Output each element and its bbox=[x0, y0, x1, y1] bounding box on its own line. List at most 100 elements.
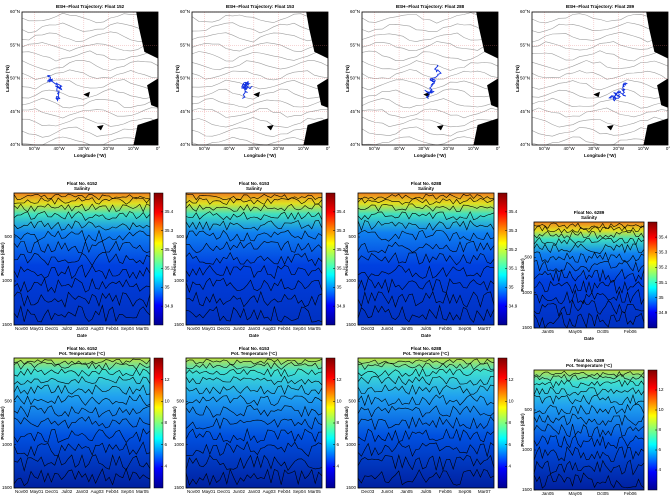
x-tick-label: May05 bbox=[568, 329, 582, 334]
bathymetry-contour bbox=[21, 60, 159, 71]
x-tick-label: 10°W bbox=[638, 146, 650, 151]
contour-line bbox=[185, 454, 323, 472]
bathymetry-contour bbox=[21, 22, 159, 34]
x-tick-label: May01 bbox=[30, 326, 44, 331]
y-tick-label: 60°N bbox=[10, 9, 20, 14]
x-tick-label: Nov00 bbox=[15, 326, 29, 331]
y-tick-label: 1500 bbox=[2, 485, 13, 490]
x-tick-label: Jan03 bbox=[76, 326, 89, 331]
x-tick-label: Jan03 bbox=[248, 326, 261, 331]
y-tick-label: 500 bbox=[524, 255, 532, 260]
contour-line bbox=[185, 203, 323, 212]
x-tick-label: Jul02 bbox=[62, 489, 73, 494]
y-tick-label: 45°N bbox=[180, 109, 190, 114]
contour-line bbox=[533, 434, 645, 450]
land bbox=[317, 78, 328, 108]
axes-frame bbox=[21, 11, 159, 146]
contour-line bbox=[185, 358, 323, 366]
y-tick-label: 500 bbox=[524, 407, 532, 412]
y-tick-label: 1000 bbox=[346, 278, 357, 283]
x-tick-label: Mar05 bbox=[308, 489, 321, 494]
bathymetry-contour bbox=[361, 116, 499, 128]
bathymetry-contour bbox=[531, 50, 669, 62]
chart-title: Float No. 6153 bbox=[239, 346, 270, 351]
chart-title: BSH--Float Trajectory: Float 153 bbox=[226, 4, 295, 9]
x-tick-label: Sep04 bbox=[293, 489, 307, 494]
bathymetry-contour bbox=[361, 69, 499, 80]
x-tick-label: Oct05 bbox=[597, 491, 610, 496]
colorbar-tick-label: 35.2 bbox=[165, 247, 174, 252]
contour-line bbox=[13, 361, 151, 370]
colorbar bbox=[647, 221, 658, 329]
land bbox=[303, 118, 328, 145]
x-tick-label: 30°W bbox=[588, 146, 600, 151]
axes-frame bbox=[361, 11, 499, 146]
contour-line bbox=[185, 252, 323, 267]
bathymetry-contour bbox=[191, 116, 329, 128]
contour-line bbox=[533, 373, 645, 382]
colorbar-tick-label: 8 bbox=[165, 420, 168, 425]
colorbar-tick-label: 6 bbox=[509, 442, 512, 447]
bathymetry-contour bbox=[361, 23, 499, 33]
x-tick-label: Aug03 bbox=[91, 326, 105, 331]
contour-line bbox=[185, 375, 323, 386]
contour-line bbox=[185, 306, 323, 323]
contour-line bbox=[533, 279, 645, 295]
colorbar-tick-label: 10 bbox=[337, 399, 343, 404]
colorbar-tick-label: 6 bbox=[337, 442, 340, 447]
x-tick-label: 0° bbox=[496, 146, 501, 151]
contour-line bbox=[533, 288, 645, 306]
x-tick-label: Mar05 bbox=[136, 489, 149, 494]
x-tick-label: Dec01 bbox=[45, 489, 59, 494]
x-tick-label: 40°W bbox=[394, 146, 406, 151]
bathymetry-contour bbox=[21, 50, 159, 62]
x-tick-label: 10°W bbox=[298, 146, 310, 151]
x-tick-label: Aug03 bbox=[263, 326, 277, 331]
colorbar-tick-label: 6 bbox=[659, 447, 662, 452]
y-tick-label: 500 bbox=[176, 399, 184, 404]
bathymetry-contour bbox=[21, 117, 159, 127]
contour-line bbox=[185, 468, 323, 486]
bathymetry-contour bbox=[191, 22, 329, 34]
y-tick-label: 500 bbox=[348, 399, 356, 404]
contour-line bbox=[533, 379, 645, 389]
x-tick-label: Jan05 bbox=[542, 329, 555, 334]
y-tick-label: 60°N bbox=[180, 9, 190, 14]
contour-line bbox=[533, 268, 645, 283]
x-tick-label: Feb06 bbox=[624, 491, 637, 496]
chart-title: BSH--Float Trajectory: Float 152 bbox=[56, 4, 125, 9]
land bbox=[83, 91, 90, 98]
x-tick-label: Feb06 bbox=[439, 326, 452, 331]
contour-line bbox=[185, 220, 323, 231]
chart-title: Float No. 6152 bbox=[67, 346, 98, 351]
contour-line bbox=[357, 252, 495, 266]
bathymetry-contour bbox=[361, 79, 499, 91]
colorbar-tick-label: 8 bbox=[659, 427, 662, 432]
contour-line bbox=[357, 241, 495, 254]
contour-line bbox=[185, 197, 323, 205]
bathymetry-contour bbox=[191, 41, 329, 53]
contour-line bbox=[13, 252, 151, 267]
axes-frame bbox=[533, 369, 645, 491]
contour-line bbox=[13, 291, 151, 308]
contour-line bbox=[185, 384, 323, 396]
colorbar-tick-label: 35.1 bbox=[659, 280, 668, 285]
x-tick-label: 50°W bbox=[369, 146, 381, 151]
bathymetry-contour bbox=[531, 97, 669, 109]
y-axis-label: Pressure (dbar) bbox=[0, 406, 5, 440]
x-tick-label: Feb04 bbox=[278, 489, 291, 494]
contour-line bbox=[357, 304, 495, 323]
chart-title: Float No. 6153 bbox=[239, 181, 270, 186]
y-tick-label: 500 bbox=[4, 399, 12, 404]
y-tick-label: 1500 bbox=[174, 322, 185, 327]
y-tick-label: 1000 bbox=[2, 278, 13, 283]
colorbar-tick-label: 35.4 bbox=[337, 209, 346, 214]
chart-subtitle: Pot. Temperature (°C) bbox=[59, 351, 105, 356]
bathymetry-contour bbox=[191, 13, 329, 23]
y-axis-label: Pressure (dbar) bbox=[172, 406, 177, 440]
bathymetry-contour bbox=[21, 79, 159, 91]
x-tick-label: Mar05 bbox=[308, 326, 321, 331]
colorbar-tick-label: 35.3 bbox=[509, 228, 518, 233]
bathymetry-contour bbox=[191, 60, 329, 71]
land bbox=[266, 125, 274, 131]
